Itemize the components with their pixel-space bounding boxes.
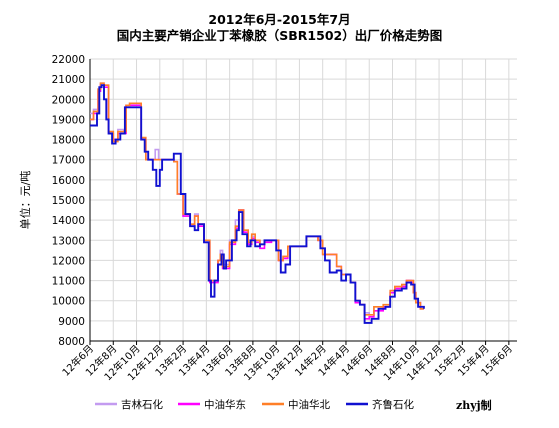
- y-tick-label: 15000: [52, 195, 85, 207]
- y-tick-label: 19000: [52, 114, 85, 126]
- y-tick-label: 11000: [52, 276, 85, 288]
- y-tick-label: 8000: [58, 336, 85, 348]
- y-tick-label: 18000: [52, 135, 85, 147]
- series-line-4: [90, 84, 425, 324]
- legend-label-1: 吉林石化: [121, 398, 163, 411]
- legend-label-4: 齐鲁石化: [372, 398, 414, 411]
- chart-subtitle: 国内主要产销企业丁苯橡胶（SBR1502）出厂价格走势图: [116, 28, 443, 43]
- y-tick-label: 10000: [52, 296, 85, 308]
- series-line-1: [90, 82, 424, 316]
- y-tick-label: 21000: [52, 74, 85, 86]
- y-tick-label: 17000: [52, 155, 85, 167]
- y-tick-label: 13000: [52, 235, 85, 247]
- legend-label-3: 中油华北: [288, 398, 330, 411]
- chart-title: 2012年6月-2015年7月: [208, 12, 351, 27]
- y-tick-label: 9000: [58, 316, 85, 328]
- legend-label-2: 中油华东: [204, 398, 246, 411]
- y-tick-label: 12000: [52, 255, 85, 267]
- y-tick-label: 22000: [52, 54, 85, 66]
- y-tick-label: 16000: [52, 175, 85, 187]
- chart-credit: zhyj制: [456, 399, 492, 412]
- y-tick-label: 20000: [52, 94, 85, 106]
- y-tick-label: 14000: [52, 215, 85, 227]
- series-line-2: [90, 84, 424, 320]
- series-line-3: [90, 82, 424, 316]
